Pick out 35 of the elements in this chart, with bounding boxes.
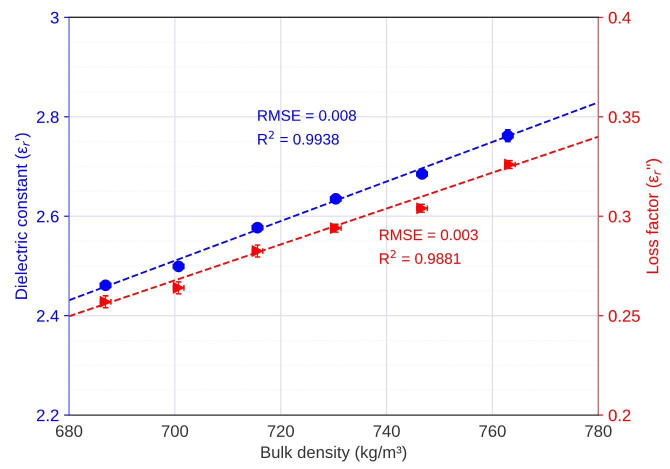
y2-tick-label: 0.25 (608, 310, 640, 322)
y-tick-label: 2.6 (36, 210, 59, 222)
annotation: RMSE = 0.003 (380, 229, 478, 240)
point (172, 260, 184, 272)
y2-tick-label: 0.2 (608, 409, 630, 422)
y2-tick-label: 0.3 (608, 210, 630, 222)
annotation: R$^{2}$ = 0.9881 (380, 250, 460, 264)
point (502, 130, 514, 142)
annotation: R$^{2}$ = 0.9938 (258, 130, 339, 145)
y2-axis-title: Loss factor (ε$_{r}$'') (646, 159, 662, 274)
point (100, 296, 112, 308)
point (416, 168, 428, 180)
point (416, 202, 428, 214)
y-tick-label: 2.8 (36, 111, 59, 123)
point (330, 222, 342, 234)
y-axis-title: Dielectric constant (ε$_{r}$') (14, 133, 30, 299)
x-axis-title: Bulk density (kg/m³) (261, 446, 406, 462)
y2-tick-label: 0.4 (608, 12, 631, 24)
y-tick-label: 3 (50, 12, 59, 24)
point (330, 193, 342, 205)
x-tick-label: 740 (374, 425, 400, 438)
x-tick-label: 720 (268, 425, 294, 438)
y-tick-label: 2.2 (36, 409, 58, 422)
point (252, 222, 264, 234)
point (504, 158, 516, 170)
y-tick-label: 2.4 (36, 310, 59, 322)
x-tick-label: 760 (479, 425, 506, 438)
point (172, 282, 184, 294)
point (100, 280, 112, 292)
point (252, 245, 264, 257)
x-tick-label: 680 (56, 425, 82, 438)
x-tick-label: 700 (162, 425, 188, 438)
annotation: RMSE = 0.008 (258, 110, 356, 121)
x-tick-label: 780 (585, 425, 612, 438)
y2-tick-label: 0.35 (608, 111, 640, 123)
